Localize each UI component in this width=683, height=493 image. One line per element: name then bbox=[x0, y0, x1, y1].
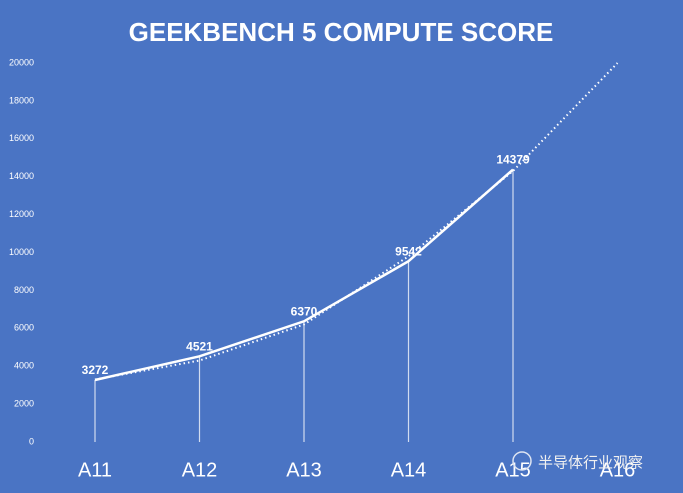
x-tick-label: A12 bbox=[182, 459, 218, 481]
y-tick-label: 6000 bbox=[14, 323, 34, 333]
x-tick-label: A11 bbox=[78, 459, 112, 481]
x-tick-label: A13 bbox=[286, 459, 322, 481]
x-tick-label: A15 bbox=[495, 459, 531, 481]
y-tick-label: 10000 bbox=[9, 247, 34, 257]
data-label: 6370 bbox=[291, 304, 318, 318]
watermark-icon bbox=[512, 451, 532, 471]
y-tick-label: 18000 bbox=[9, 95, 34, 105]
y-tick-label: 16000 bbox=[9, 133, 34, 143]
y-tick-label: 2000 bbox=[14, 398, 34, 408]
x-tick-label: A14 bbox=[391, 459, 427, 481]
data-label: 9542 bbox=[395, 244, 422, 258]
watermark: 半导体行业观察 bbox=[538, 454, 643, 472]
x-tick-label: A16 bbox=[600, 459, 636, 481]
y-tick-label: 0 bbox=[29, 436, 34, 446]
series-line bbox=[94, 168, 514, 382]
y-tick-label: 20000 bbox=[9, 57, 34, 67]
data-label: 14379 bbox=[496, 153, 530, 167]
data-label: 3272 bbox=[82, 363, 109, 377]
watermark-group: 半导体行业观察 bbox=[512, 451, 643, 472]
y-tick-label: 12000 bbox=[9, 209, 34, 219]
data-label: 4521 bbox=[186, 339, 213, 353]
y-tick-label: 8000 bbox=[14, 285, 34, 295]
y-tick-label: 14000 bbox=[9, 171, 34, 181]
chart-title: GEEKBENCH 5 COMPUTE SCORE bbox=[129, 17, 554, 47]
y-tick-label: 4000 bbox=[14, 361, 34, 371]
